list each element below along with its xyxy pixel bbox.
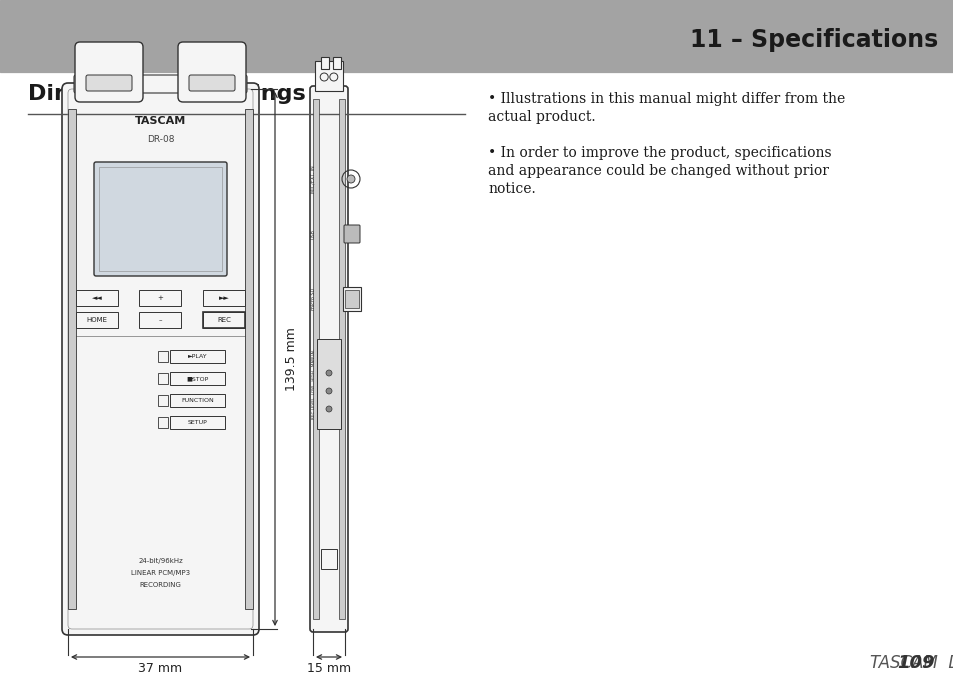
Text: • In order to improve the product, specifications: • In order to improve the product, speci… bbox=[488, 146, 831, 160]
Bar bbox=[170, 416, 225, 429]
Bar bbox=[139, 290, 181, 306]
Bar bbox=[0, 0, 953, 72]
Bar bbox=[139, 312, 181, 328]
Text: HOME: HOME bbox=[87, 317, 108, 323]
Text: and appearance could be changed without prior: and appearance could be changed without … bbox=[488, 164, 828, 178]
Bar bbox=[203, 290, 245, 306]
Text: micro SD: micro SD bbox=[311, 288, 315, 310]
Bar bbox=[313, 99, 318, 619]
Text: ◄◄: ◄◄ bbox=[91, 295, 102, 301]
Text: MIC/EXT. IN: MIC/EXT. IN bbox=[311, 165, 315, 193]
Text: actual product.: actual product. bbox=[488, 110, 595, 124]
FancyBboxPatch shape bbox=[62, 83, 258, 635]
Circle shape bbox=[347, 175, 355, 183]
Text: REC: REC bbox=[217, 317, 231, 323]
Text: ►►: ►► bbox=[218, 295, 229, 301]
Text: 24-bit/96kHz: 24-bit/96kHz bbox=[138, 558, 183, 564]
FancyBboxPatch shape bbox=[189, 75, 234, 91]
FancyBboxPatch shape bbox=[75, 42, 143, 102]
Bar bbox=[343, 287, 360, 311]
Text: REC LEVEL  LOW—HIGH—MANUAL: REC LEVEL LOW—HIGH—MANUAL bbox=[312, 348, 315, 419]
Text: 139.5 mm: 139.5 mm bbox=[285, 327, 297, 391]
Bar bbox=[76, 290, 118, 306]
Bar bbox=[245, 109, 253, 609]
Bar bbox=[158, 373, 168, 384]
Text: –: – bbox=[158, 317, 162, 323]
Text: TASCAM  DR-08: TASCAM DR-08 bbox=[869, 654, 953, 672]
Bar bbox=[170, 394, 225, 407]
Text: +: + bbox=[157, 295, 163, 301]
Bar bbox=[345, 290, 358, 308]
Text: FUNCTION: FUNCTION bbox=[181, 398, 213, 403]
Bar bbox=[76, 312, 118, 328]
Bar bbox=[170, 350, 225, 363]
FancyBboxPatch shape bbox=[178, 42, 246, 102]
Bar bbox=[333, 57, 340, 69]
Bar bbox=[68, 109, 76, 609]
Bar bbox=[203, 312, 245, 328]
Bar bbox=[314, 61, 343, 91]
Text: TASCAM: TASCAM bbox=[134, 116, 186, 126]
Bar bbox=[158, 417, 168, 428]
Bar bbox=[320, 549, 336, 569]
Bar bbox=[158, 395, 168, 406]
Text: SETUP: SETUP bbox=[188, 420, 207, 425]
Bar bbox=[338, 99, 345, 619]
Bar bbox=[203, 312, 245, 328]
Text: • Illustrations in this manual might differ from the: • Illustrations in this manual might dif… bbox=[488, 92, 844, 106]
Bar bbox=[158, 351, 168, 362]
Text: DR-08: DR-08 bbox=[147, 134, 174, 143]
Text: 37 mm: 37 mm bbox=[138, 662, 182, 675]
FancyBboxPatch shape bbox=[86, 75, 132, 91]
Text: 11 – Specifications: 11 – Specifications bbox=[689, 27, 937, 51]
FancyBboxPatch shape bbox=[310, 86, 348, 632]
Text: ►PLAY: ►PLAY bbox=[188, 354, 207, 359]
Bar bbox=[316, 339, 340, 429]
Text: 15 mm: 15 mm bbox=[307, 662, 351, 675]
Text: ■STOP: ■STOP bbox=[186, 376, 209, 381]
Text: RECORDING: RECORDING bbox=[139, 582, 181, 588]
Circle shape bbox=[326, 370, 332, 376]
Bar bbox=[170, 372, 225, 385]
FancyBboxPatch shape bbox=[94, 162, 227, 276]
Bar bbox=[99, 167, 222, 271]
Circle shape bbox=[326, 406, 332, 412]
Text: notice.: notice. bbox=[488, 182, 536, 196]
Text: 109: 109 bbox=[897, 654, 934, 672]
Bar bbox=[320, 57, 329, 69]
FancyBboxPatch shape bbox=[74, 75, 247, 93]
Circle shape bbox=[326, 388, 332, 394]
Text: Dimensional drawings: Dimensional drawings bbox=[28, 84, 305, 104]
Text: LINEAR PCM/MP3: LINEAR PCM/MP3 bbox=[131, 570, 190, 576]
FancyBboxPatch shape bbox=[344, 225, 359, 243]
Text: USB: USB bbox=[311, 229, 315, 239]
